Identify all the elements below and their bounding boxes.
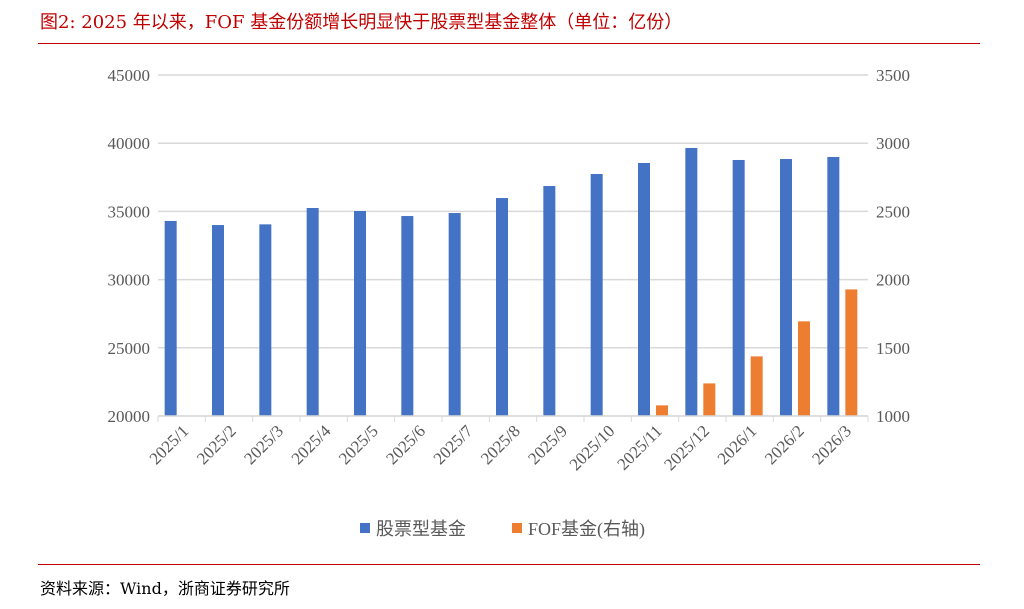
x-tick-label: 2025/5 <box>335 421 382 468</box>
x-tick-label: 2025/1 <box>146 421 193 468</box>
bar-stock-fund <box>638 162 650 416</box>
legend-label: 股票型基金 <box>376 519 466 539</box>
x-tick-label: 2025/3 <box>240 421 287 468</box>
title-rule <box>38 43 980 44</box>
x-tick-label: 2025/4 <box>288 421 335 468</box>
bar-fof-fund <box>845 289 858 416</box>
bar-stock-fund <box>354 210 366 416</box>
bar-fof-fund <box>798 321 810 416</box>
left-tick-label: 20000 <box>108 407 151 426</box>
bar-stock-fund <box>448 213 461 416</box>
right-tick-label: 3500 <box>876 66 910 85</box>
legend-swatch <box>512 523 522 533</box>
bar-stock-fund <box>543 186 556 416</box>
bar-stock-fund <box>780 159 792 416</box>
x-tick-label: 2025/7 <box>430 421 477 468</box>
bar-stock-fund <box>164 220 177 416</box>
x-tick-label: 2025/10 <box>566 421 619 474</box>
left-tick-label: 30000 <box>108 271 151 290</box>
bar-stock-fund <box>259 224 272 416</box>
bar-stock-fund <box>496 198 508 416</box>
bar-stock-fund <box>590 174 603 416</box>
bar-fof-fund <box>750 356 763 416</box>
left-tick-label: 45000 <box>108 66 151 85</box>
bar-stock-fund <box>401 216 414 416</box>
bar-stock-fund <box>732 159 745 416</box>
left-tick-label: 35000 <box>108 202 151 221</box>
right-tick-label: 1500 <box>876 339 910 358</box>
right-tick-label: 1000 <box>876 407 910 426</box>
right-tick-label: 2000 <box>876 271 910 290</box>
x-tick-label: 2025/2 <box>193 421 240 468</box>
x-tick-label: 2025/12 <box>660 421 713 474</box>
bar-fof-fund <box>703 383 716 416</box>
figure-title: 图2: 2025 年以来，FOF 基金份额增长明显快于股票型基金整体（单位：亿份… <box>40 12 683 33</box>
footer-rule <box>38 564 980 565</box>
left-tick-label: 25000 <box>108 339 151 358</box>
legend-swatch <box>360 523 370 533</box>
x-tick-label: 2026/3 <box>808 421 855 468</box>
bar-stock-fund <box>212 225 224 416</box>
x-tick-label: 2025/9 <box>524 421 571 468</box>
bar-stock-fund <box>685 147 698 416</box>
left-tick-label: 40000 <box>108 134 151 153</box>
x-tick-label: 2025/6 <box>382 421 429 468</box>
right-tick-label: 2500 <box>876 202 910 221</box>
x-tick-label: 2026/1 <box>714 421 761 468</box>
bar-stock-fund <box>827 156 840 417</box>
legend-label: FOF基金(右轴) <box>528 519 645 540</box>
x-tick-label: 2025/11 <box>613 421 665 473</box>
source-note: 资料来源：Wind，浙商证券研究所 <box>40 579 290 598</box>
bar-fof-fund <box>656 405 668 416</box>
right-tick-label: 3000 <box>876 134 910 153</box>
bar-stock-fund <box>306 207 319 416</box>
x-tick-label: 2026/2 <box>761 421 808 468</box>
x-tick-label: 2025/8 <box>477 421 524 468</box>
